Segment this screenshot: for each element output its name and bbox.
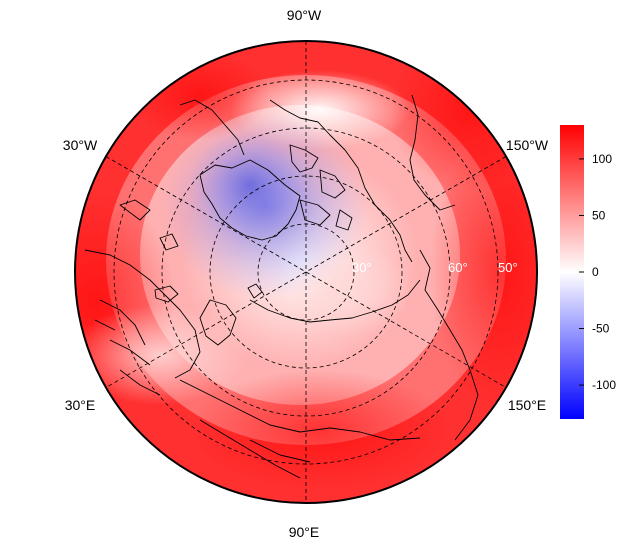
lat-label-2: 60° — [448, 260, 468, 275]
lon-label-30e: 30°E — [65, 397, 96, 413]
colorbar-tick-label: 0 — [592, 265, 599, 279]
asia-borders — [179, 379, 421, 463]
colorbar-tick-label: 50 — [592, 208, 606, 222]
anomaly-field — [75, 41, 537, 503]
latitude-labels: 30° 60° 50° — [352, 260, 518, 275]
europe-borders — [94, 299, 161, 396]
canadian-islands — [289, 144, 353, 231]
hudson-bay — [179, 99, 245, 156]
coastlines — [84, 94, 479, 479]
colorbar-tick-label: -100 — [592, 378, 616, 392]
scandinavia — [199, 299, 237, 346]
east-asia-coast — [419, 249, 479, 441]
lon-label-90w: 90°W — [287, 7, 322, 23]
longitude-labels: 90°W 30°W 150°W 30°E 150°E 90°E — [63, 7, 549, 540]
map-border — [74, 40, 538, 504]
canadian-arctic-coast — [269, 99, 413, 263]
colorbar-tick-label: -50 — [592, 322, 610, 336]
lon-label-90e: 90°E — [289, 524, 320, 540]
colorbar-tick-label: 100 — [592, 152, 612, 166]
colorbar: 100 50 0 -50 -100 — [560, 125, 616, 419]
lat-label-3: 50° — [498, 260, 518, 275]
siberia-coast — [249, 279, 421, 323]
graticule — [105, 41, 507, 503]
lon-label-30w: 30°W — [63, 137, 98, 153]
lat-label-1: 30° — [352, 260, 372, 275]
iceland — [154, 285, 179, 303]
lon-label-150w: 150°W — [506, 137, 549, 153]
svalbard — [247, 283, 263, 299]
alaska-coast — [409, 94, 456, 211]
greenland-coast — [199, 159, 301, 241]
himalaya-outline — [199, 419, 301, 479]
lon-label-150e: 150°E — [508, 397, 546, 413]
europe-coast — [84, 249, 201, 379]
colorbar-ticks: 100 50 0 -50 -100 — [579, 152, 616, 392]
